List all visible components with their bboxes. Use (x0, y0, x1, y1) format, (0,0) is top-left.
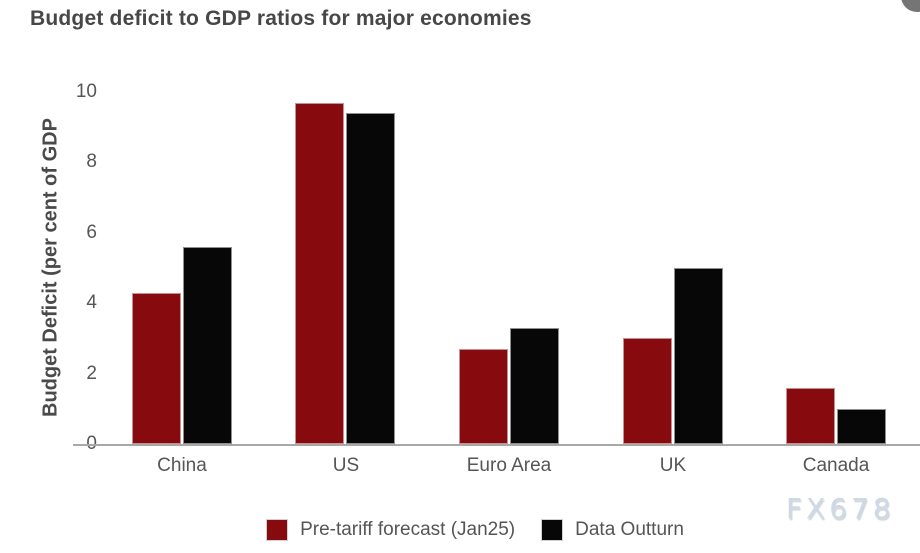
bar-euro-area-pre-tariff-forecast-jan25 (459, 349, 508, 444)
legend-label-data-outturn: Data Outturn (575, 519, 684, 540)
watermark: FX678 (786, 492, 895, 525)
legend-swatch-data-outturn (541, 519, 564, 541)
x-axis-label-canada: Canada (802, 455, 870, 476)
y-tick-label-10: 10 (75, 81, 97, 102)
bar-canada-data-outturn (837, 409, 886, 444)
bar-uk-data-outturn (674, 268, 723, 444)
x-axis-label-china: China (157, 455, 207, 476)
y-tick-label-4: 4 (86, 292, 97, 314)
y-tick-label-6: 6 (86, 221, 97, 243)
x-axis-label-us: US (332, 455, 360, 476)
bar-us-pre-tariff-forecast-jan25 (295, 103, 344, 444)
bar-china-pre-tariff-forecast-jan25 (132, 293, 181, 444)
legend-label-pre-tariff-forecast-jan25: Pre-tariff forecast (Jan25) (300, 519, 516, 540)
y-tick-label-8: 8 (86, 151, 97, 173)
y-tick-label-2: 2 (86, 362, 97, 384)
legend-item-pre-tariff-forecast-jan25: Pre-tariff forecast (Jan25) (266, 518, 515, 542)
legend: Pre-tariff forecast (Jan25) Data Outturn (15, 518, 920, 542)
bar-euro-area-data-outturn (510, 328, 559, 444)
y-axis-title: Budget Deficit (per cent of GDP (39, 118, 62, 418)
y-tick-label-0: 0 (40, 433, 97, 455)
legend-item-data-outturn: Data Outturn (541, 518, 684, 542)
bar-china-data-outturn (183, 247, 232, 444)
x-axis-label-euro-area: Euro Area (466, 455, 552, 476)
chart-title: Budget deficit to GDP ratios for major e… (30, 7, 532, 30)
bar-uk-pre-tariff-forecast-jan25 (623, 338, 672, 444)
legend-swatch-pre-tariff-forecast-jan25 (266, 519, 289, 541)
x-axis-label-uk: UK (659, 455, 687, 476)
bar-us-data-outturn (346, 113, 395, 444)
x-axis-line (73, 444, 920, 446)
corner-circle (901, 0, 920, 12)
bar-canada-pre-tariff-forecast-jan25 (786, 388, 835, 444)
